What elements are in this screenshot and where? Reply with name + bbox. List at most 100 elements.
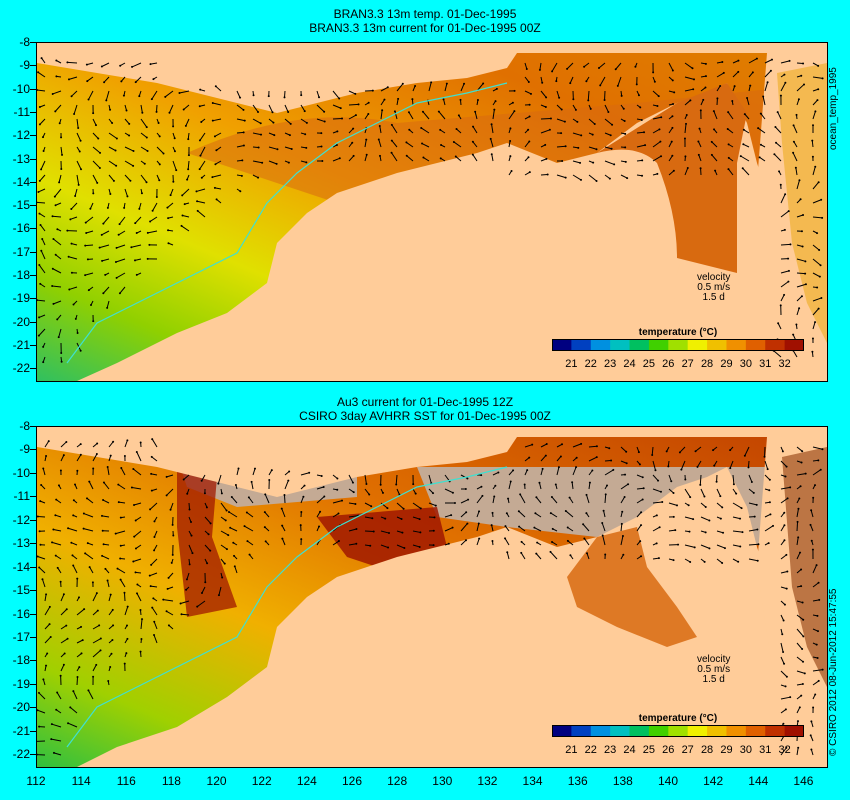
bottom-latitude-axis: -8 -9 -10 -11 -12 -13 -14 -15 -16 -17 -18 -19 -20 -21… [0,419,36,766]
lat-label: -19 [12,676,30,691]
legend-swatch [707,725,727,737]
lon-label: 144 [748,774,769,788]
lon-label: 146 [793,774,814,788]
velocity-key: velocity 0.5 m/s 1.5 d [697,273,730,303]
lat-label: -15 [12,198,30,213]
lat-tick [30,590,36,592]
lat-tick [30,111,36,113]
lat-tick [30,298,36,300]
legend-tick-label: 25 [642,358,656,370]
legend-tick-label: 22 [584,358,597,370]
legend-swatch [784,725,805,737]
lon-label: 126 [341,774,363,788]
legend-tick-label: 24 [623,744,636,756]
legend-title: temperature (°C) [638,713,718,724]
lon-label: 124 [296,774,317,788]
lat-tick [30,321,36,323]
legend-swatch [726,339,747,351]
legend-swatch [610,339,631,351]
lat-label: -14 [12,559,30,574]
lat-label: -9 [19,442,30,457]
legend-tick-label: 28 [700,744,714,756]
lat-tick [30,426,36,427]
lat-tick [30,449,36,451]
top-map-panel: velocity 0.5 m/s 1.5 d temperature (°C) … [36,42,828,382]
side-label-bottom: © CSIRO 2012 08-Jun-2012 15:47:55 [828,588,839,756]
lon-label: 132 [477,774,498,788]
legend-swatch [765,339,786,351]
velocity-label: velocity [697,272,731,283]
lat-label: -10 [12,465,30,480]
indonesia-islands [37,427,827,497]
lat-label: -16 [12,606,30,621]
temperature-legend: temperature (°C) 21 22 23 24 25 26 27 28 29 30 31 3… [552,327,805,370]
legend-swatch [571,339,592,351]
lat-tick [30,754,36,756]
lat-label: -12 [12,512,30,527]
velocity-label: velocity [697,654,731,665]
lon-label: 120 [206,774,227,788]
legend-swatch [707,339,727,351]
lon-label: 112 [26,774,46,788]
legend-swatch [668,339,689,351]
lon-label: 136 [567,774,588,788]
lat-tick [30,637,36,639]
legend-swatch [648,339,669,351]
legend-tick-label: 21 [565,744,578,756]
temperature-legend: temperature (°C) 21 22 23 24 25 26 27 28 29 30 31 3… [552,713,805,756]
bathymetry-contour [66,82,508,364]
lat-tick [30,683,36,685]
bottom-map-panel: velocity 0.5 m/s 1.5 d temperature (°C) … [36,426,828,768]
current-vectors [37,57,824,364]
lon-label: 134 [522,774,543,788]
lat-tick [30,730,36,732]
lat-label: -21 [12,723,30,738]
velocity-speed: 0.5 m/s [697,282,731,293]
legend-swatch [571,725,592,737]
legend-swatch [648,725,669,737]
lat-tick [30,368,36,370]
legend-tick-label: 31 [759,358,772,370]
indonesia-islands [37,43,827,113]
lat-label: -20 [12,700,30,715]
lat-label: -17 [12,244,30,259]
lat-label: -18 [12,268,30,283]
legend-tick-label: 26 [662,744,675,756]
legend-tick-label: 25 [642,744,656,756]
lon-label: 116 [116,774,136,788]
lat-tick [30,707,36,709]
legend-ticks: 21 22 23 24 25 26 27 28 29 30 31 32 [552,742,804,756]
legend-ticks: 21 22 23 24 25 26 27 28 29 30 31 32 [552,356,804,370]
legend-colorbar [552,339,805,351]
legend-swatch [745,339,766,351]
legend-title: temperature (°C) [638,327,718,338]
legend-tick-label: 21 [565,358,578,370]
legend-tick-label: 30 [739,744,752,756]
legend-swatch [687,339,708,351]
lon-label: 114 [71,774,91,788]
legend-tick-label: 23 [604,744,617,756]
lat-label: -17 [12,630,30,645]
legend-tick-label: 28 [700,358,714,370]
legend-swatch [610,725,631,737]
legend-tick-label: 24 [623,358,636,370]
velocity-duration: 1.5 d [702,674,725,685]
legend-swatch [784,339,805,351]
longitude-axis: 112 114 116 118 120 122 124 126 128 130 132 134 136 1… [0,774,850,794]
legend-swatch [668,725,689,737]
velocity-speed: 0.5 m/s [697,664,731,675]
bottom-title-line2: CSIRO 3day AVHRR SST for 01-Dec-1995 00Z [299,409,551,423]
bottom-sst-map [37,427,827,767]
lat-label: -13 [12,536,30,551]
current-vectors [37,438,824,756]
lat-label: -14 [12,174,30,189]
lat-label: -9 [19,58,30,73]
lat-label: -19 [12,291,30,306]
legend-tick-label: 23 [604,358,617,370]
legend-tick-label: 32 [778,744,791,756]
legend-tick-label: 27 [681,358,694,370]
lon-label: 122 [251,774,272,788]
bathymetry-contour [66,466,508,748]
lat-tick [30,181,36,183]
lat-label: -15 [12,583,30,598]
